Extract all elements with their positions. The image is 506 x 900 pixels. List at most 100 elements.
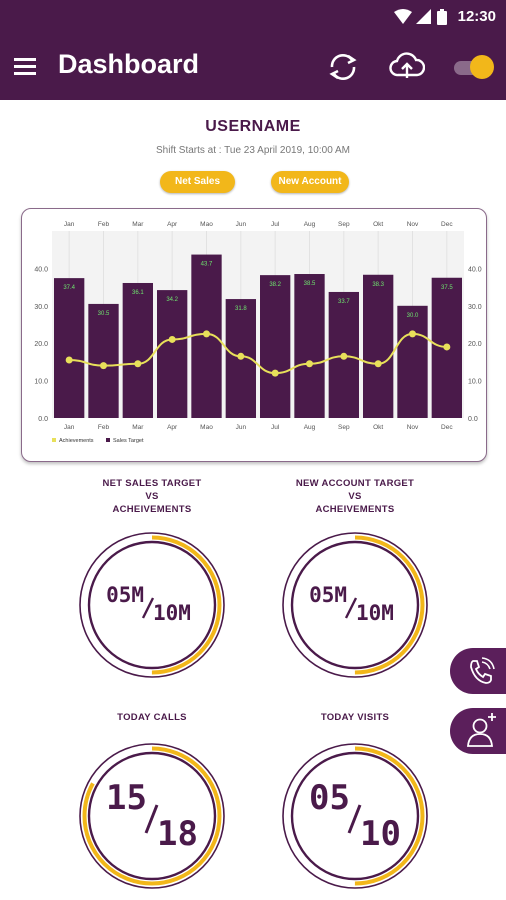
x-tick-top: Jun bbox=[236, 221, 247, 228]
x-tick-top: Okt bbox=[373, 221, 383, 228]
gauge-inner-ring bbox=[290, 751, 420, 881]
x-tick-bottom: Aug bbox=[304, 424, 316, 431]
bar-data-label: 33.7 bbox=[338, 299, 350, 305]
gauge-outer-ring bbox=[282, 532, 428, 678]
gauge-progress-arc bbox=[82, 535, 222, 675]
bar-data-label: 31.8 bbox=[235, 306, 247, 312]
cloud-upload-icon[interactable] bbox=[389, 50, 425, 84]
gauge-value-right: 10M bbox=[153, 601, 191, 625]
gauge-divider bbox=[144, 804, 159, 834]
gauge-title-line: NET SALES TARGET bbox=[102, 478, 202, 489]
x-tick-bottom: Feb bbox=[98, 424, 110, 431]
line-point bbox=[271, 369, 279, 377]
gauge-title-line: VS bbox=[348, 491, 362, 502]
x-tick-top: Nov bbox=[407, 221, 419, 228]
x-tick-top: Jan bbox=[64, 221, 75, 228]
sync-icon[interactable] bbox=[326, 50, 360, 84]
x-tick-bottom: Apr bbox=[167, 424, 178, 431]
x-tick-bottom: Dec bbox=[441, 424, 453, 431]
line-point bbox=[340, 352, 348, 360]
shift-start-text: Shift Starts at : Tue 23 April 2019, 10:… bbox=[155, 145, 350, 156]
page-title: Dashboard bbox=[58, 49, 200, 79]
wifi-icon bbox=[394, 9, 412, 24]
x-tick-top: Sep bbox=[338, 221, 350, 228]
y-tick-right: 20.0 bbox=[468, 341, 482, 348]
status-bar: 12:30 bbox=[0, 0, 506, 34]
gauge-value-left: 05M bbox=[106, 583, 144, 607]
plot-area bbox=[52, 231, 464, 418]
x-tick-top: Aug bbox=[304, 221, 316, 228]
gauge: 05M 10M bbox=[282, 532, 428, 678]
line-point bbox=[65, 356, 73, 364]
menu-icon[interactable] bbox=[14, 56, 38, 78]
x-tick-bottom: Nov bbox=[407, 424, 419, 431]
y-tick-left: 0.0 bbox=[38, 416, 48, 423]
line-point bbox=[134, 360, 142, 368]
line-point bbox=[306, 360, 313, 368]
gauge-value-left: 05M bbox=[309, 583, 347, 607]
bar-data-label: 37.4 bbox=[63, 285, 75, 291]
y-tick-right: 10.0 bbox=[468, 379, 482, 386]
bar bbox=[54, 278, 85, 418]
line-point bbox=[203, 330, 210, 338]
gauge-inner-ring bbox=[87, 540, 217, 670]
line-point bbox=[168, 335, 176, 343]
battery-icon bbox=[437, 9, 447, 25]
x-tick-bottom: Okt bbox=[373, 424, 383, 431]
toggle-switch[interactable] bbox=[454, 55, 494, 79]
net-sales-button[interactable]: Net Sales bbox=[160, 171, 235, 193]
y-tick-left: 20.0 bbox=[34, 341, 48, 348]
x-tick-top: Apr bbox=[167, 221, 178, 228]
bar-data-label: 37.5 bbox=[441, 285, 453, 291]
y-tick-right: 40.0 bbox=[468, 266, 482, 273]
gauge-value-right: 10 bbox=[360, 814, 401, 854]
cellular-signal-icon bbox=[416, 9, 431, 24]
legend-swatch-sales-target bbox=[106, 438, 110, 442]
username: USERNAME bbox=[205, 118, 301, 135]
call-button[interactable] bbox=[450, 648, 506, 694]
gauge: 05M 10M bbox=[79, 532, 225, 678]
app-bar: Dashboard bbox=[0, 34, 506, 100]
gauge-title-line: ACHEIVEMENTS bbox=[112, 504, 192, 515]
gauge-inner-ring bbox=[87, 751, 217, 881]
bar-data-label: 38.3 bbox=[372, 282, 384, 288]
y-tick-left: 30.0 bbox=[34, 304, 48, 311]
gauge-title: TODAY CALLS bbox=[52, 711, 252, 724]
bar bbox=[363, 274, 394, 418]
bar-data-label: 38.2 bbox=[269, 282, 281, 288]
gauge-title: NEW ACCOUNT TARGET VS ACHEIVEMENTS bbox=[255, 477, 455, 516]
gauge-title-line: TODAY CALLS bbox=[117, 712, 187, 723]
line-point bbox=[409, 330, 416, 338]
x-tick-top: Dec bbox=[441, 221, 453, 228]
bar bbox=[88, 303, 119, 418]
line-point bbox=[237, 352, 245, 360]
gauge-outer-ring bbox=[79, 743, 225, 889]
gauge-value-left: 15 bbox=[106, 778, 147, 818]
sales-chart-card: 0.0 0.0 10.0 10.0 20.0 20.0 30.0 30.0 40.0 40.0 37… bbox=[21, 208, 487, 462]
bar bbox=[260, 275, 291, 418]
gauge-title-line: ACHEIVEMENTS bbox=[315, 504, 395, 515]
line-point bbox=[100, 362, 107, 370]
gauge-progress-arc bbox=[285, 746, 425, 886]
bar bbox=[397, 305, 428, 418]
gauge-title-line: NEW ACCOUNT TARGET bbox=[295, 478, 415, 489]
sales-chart: 0.0 0.0 10.0 10.0 20.0 20.0 30.0 30.0 40.0 40.0 37… bbox=[34, 221, 482, 444]
new-account-button[interactable]: New Account bbox=[271, 171, 349, 193]
gauge-title: TODAY VISITS bbox=[255, 711, 455, 724]
bar-data-label: 43.7 bbox=[201, 262, 213, 268]
add-user-icon bbox=[467, 713, 496, 747]
line-point bbox=[374, 360, 382, 368]
gauge-title-line: VS bbox=[145, 491, 159, 502]
x-tick-bottom: Mao bbox=[200, 424, 213, 431]
legend-label-achievements: Achievements bbox=[59, 438, 94, 444]
gauge-value-right: 10M bbox=[356, 601, 394, 625]
add-user-button[interactable] bbox=[450, 708, 506, 754]
phone-icon bbox=[470, 657, 495, 684]
gauge-progress-arc bbox=[285, 535, 425, 675]
x-tick-top: Jul bbox=[271, 221, 280, 228]
x-tick-bottom: Mar bbox=[132, 424, 144, 431]
line-point bbox=[443, 343, 451, 351]
status-time: 12:30 bbox=[457, 8, 496, 25]
gauge-value-left: 05 bbox=[309, 778, 350, 818]
